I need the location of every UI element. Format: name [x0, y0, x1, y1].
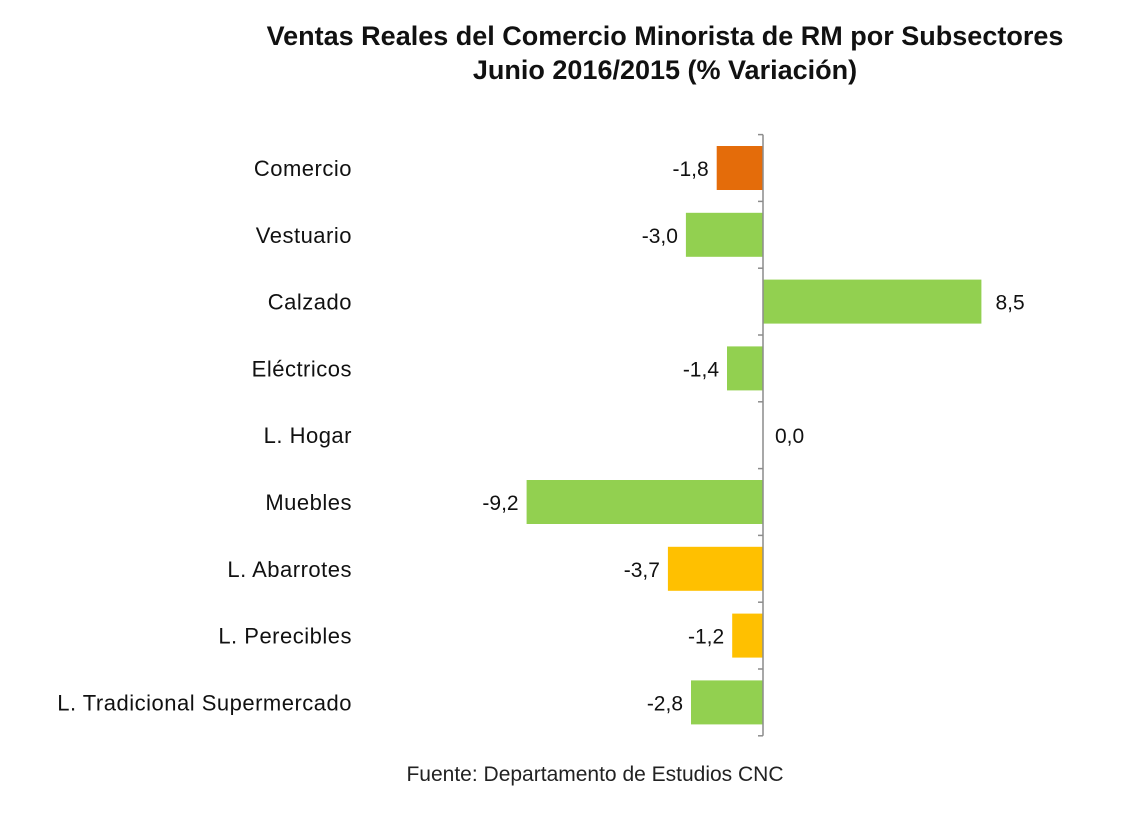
bar-0 — [716, 146, 763, 190]
value-labels-group: -1,8 -3,0 8,5 -1,4 0,0 -9,2 -3,7 -1,2 -2,8 — [482, 158, 1024, 715]
value-label-1: -3,0 — [642, 225, 678, 248]
value-label-0: -1,8 — [673, 158, 709, 181]
category-label-2: Calzado — [268, 290, 352, 315]
axis-group — [758, 133, 764, 737]
bars-group — [526, 146, 982, 725]
value-label-5: -9,2 — [482, 492, 518, 515]
bar-8 — [691, 680, 763, 725]
value-label-4: 0,0 — [775, 425, 804, 448]
category-label-4: L. Hogar — [264, 423, 352, 448]
category-label-3: Eléctricos — [252, 356, 352, 381]
value-label-6: -3,7 — [624, 559, 660, 582]
category-label-7: L. Perecibles — [218, 624, 352, 649]
bar-1 — [685, 212, 763, 257]
chart-title-line2: Junio 2016/2015 (% Variación) — [472, 55, 858, 85]
category-label-8: L. Tradicional Supermercado — [57, 690, 352, 715]
source-note: Fuente: Departamento de Estudios CNC — [406, 763, 784, 786]
value-label-8: -2,8 — [647, 692, 683, 715]
value-label-3: -1,4 — [683, 358, 720, 381]
category-label-0: Comercio — [254, 156, 352, 181]
bar-5 — [526, 480, 763, 524]
value-label-7: -1,2 — [688, 626, 724, 649]
bar-2 — [763, 279, 982, 324]
bar-3 — [727, 346, 763, 391]
category-label-6: L. Abarrotes — [227, 557, 352, 582]
category-label-1: Vestuario — [256, 223, 352, 248]
value-label-2: 8,5 — [996, 292, 1025, 315]
category-labels-group: Comercio Vestuario Calzado Eléctricos L. Hog… — [57, 156, 352, 715]
category-label-5: Muebles — [265, 490, 352, 515]
bar-7 — [732, 613, 763, 658]
chart-title-line1: Ventas Reales del Comercio Minorista de … — [266, 21, 1064, 51]
bar-6 — [667, 546, 763, 591]
